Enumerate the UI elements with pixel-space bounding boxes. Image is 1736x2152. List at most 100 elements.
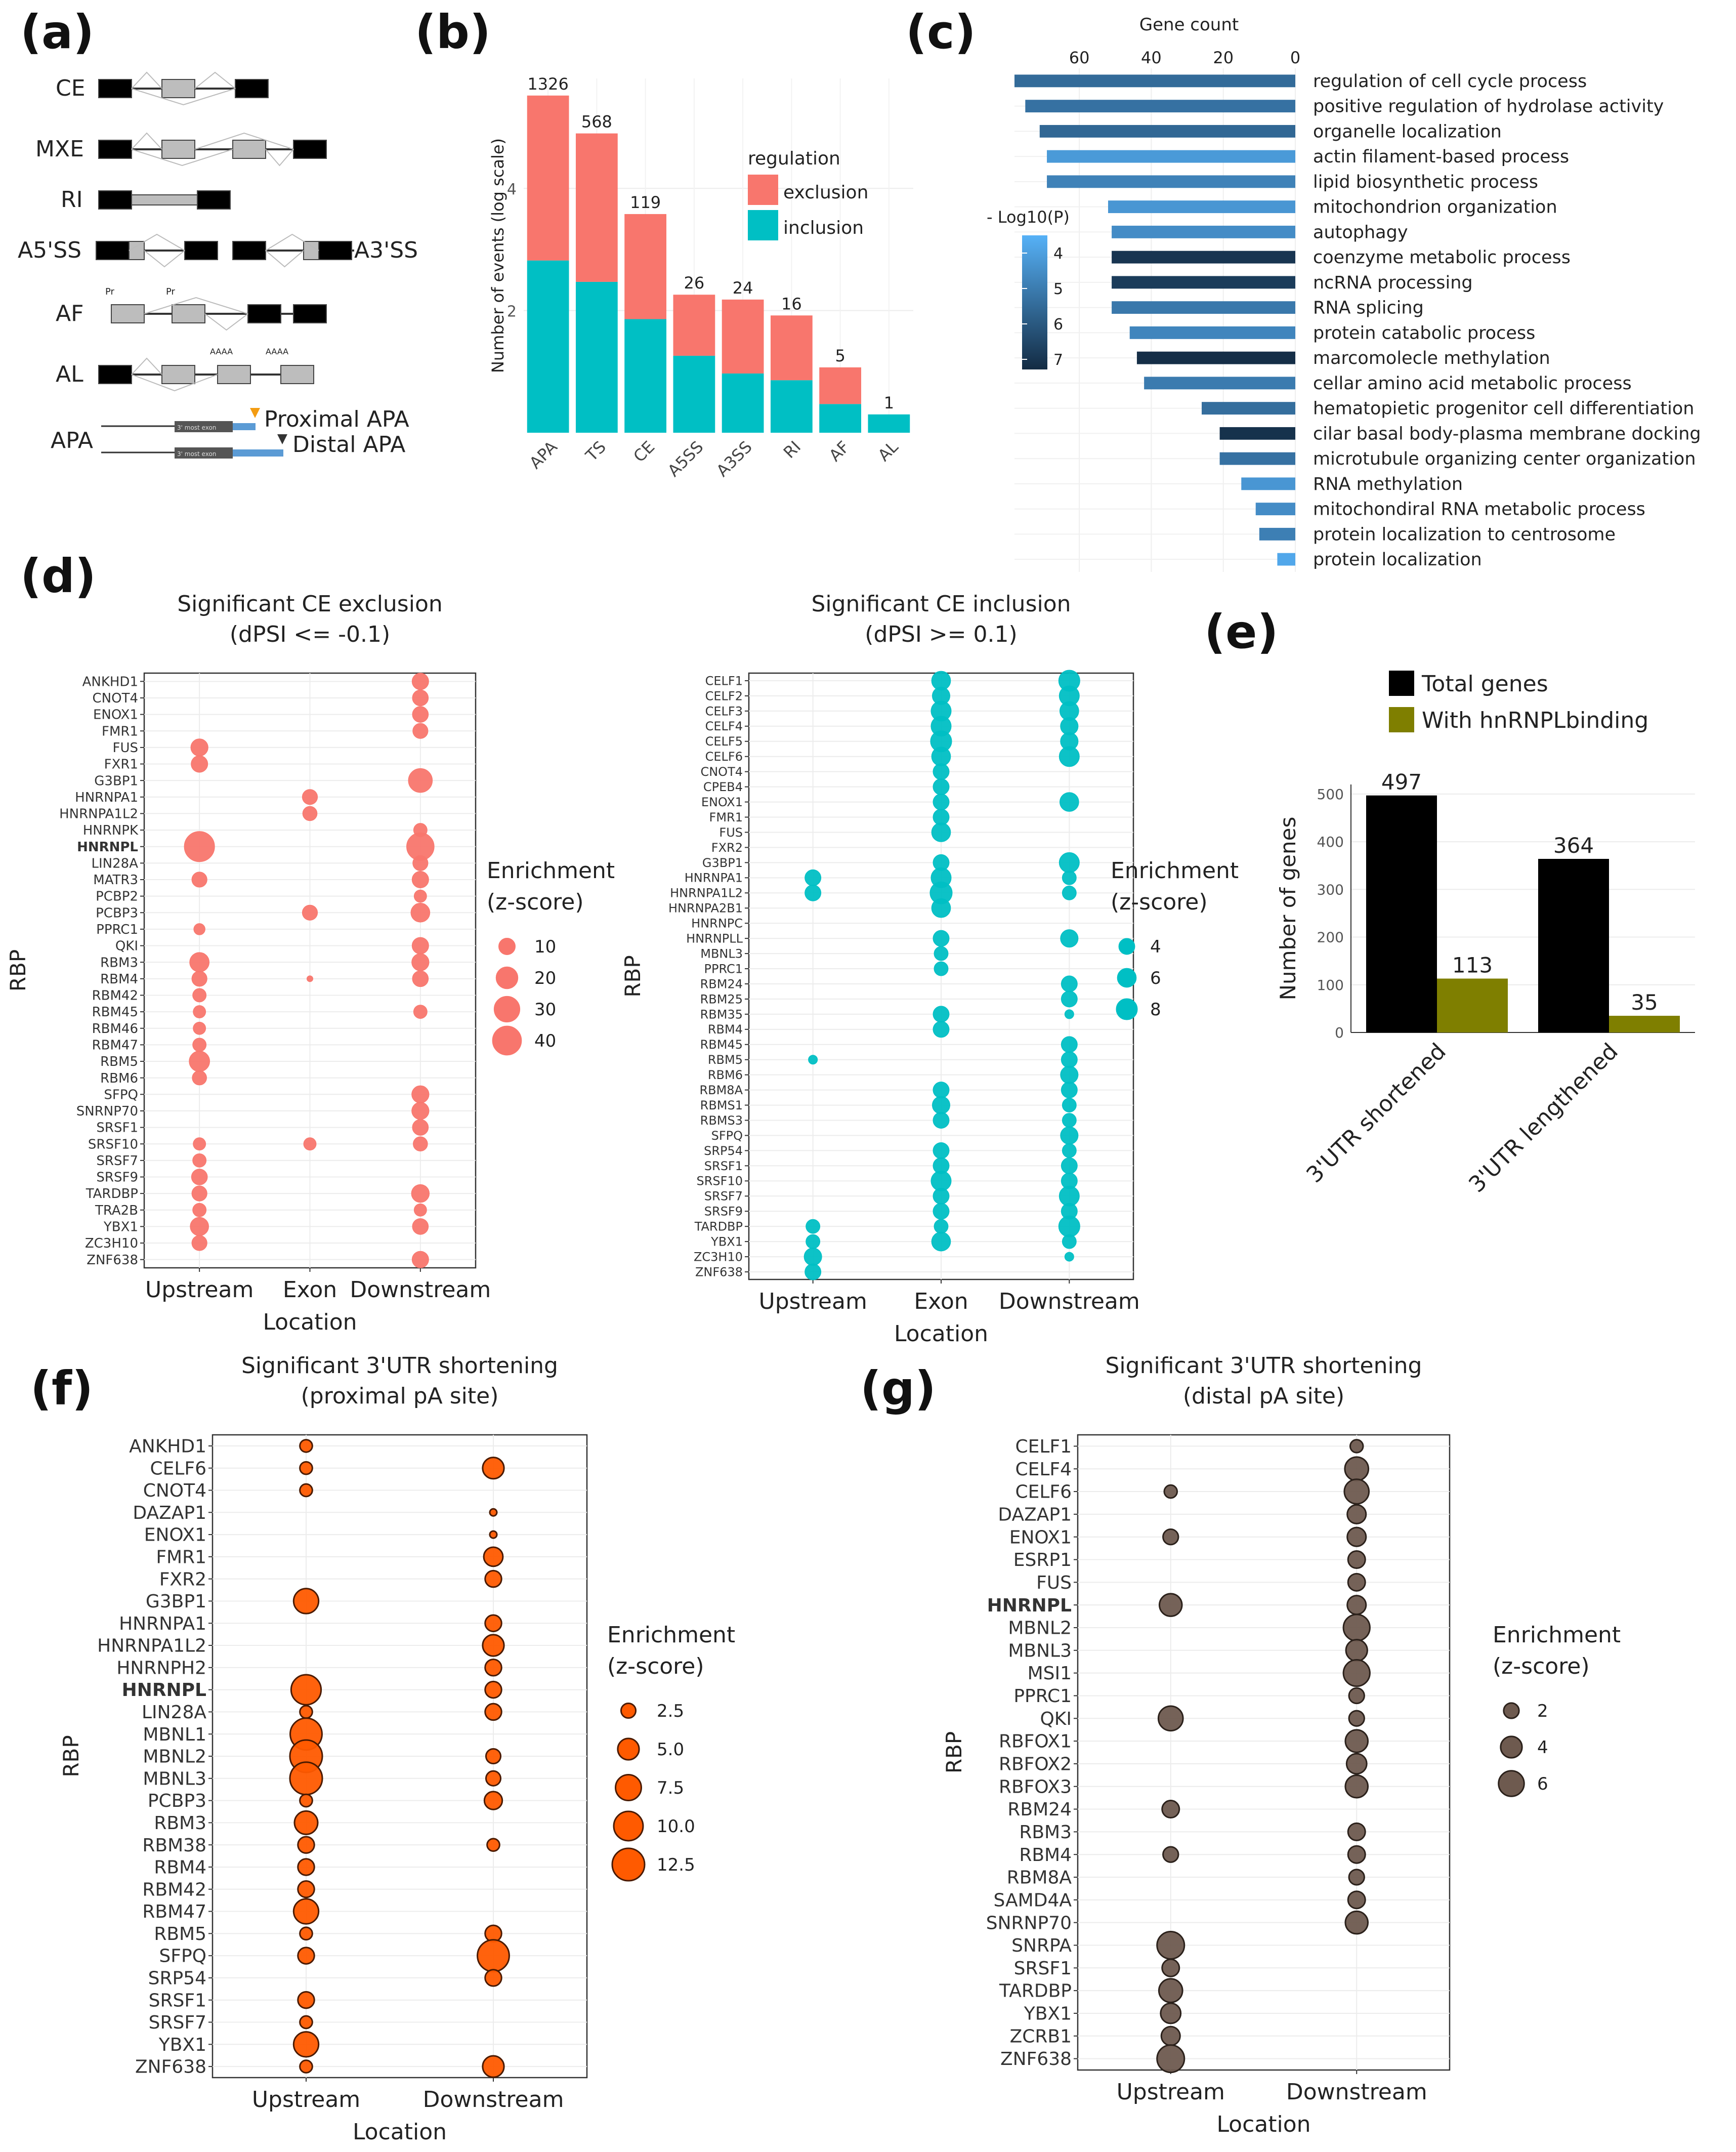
enrichment-dot <box>1158 1978 1183 2003</box>
x-tick-label: 40 <box>1141 48 1162 67</box>
rbp-label: HNRNPL <box>122 1680 206 1701</box>
rbp-label: RBM38 <box>142 1835 206 1856</box>
bar-exclusion <box>770 315 813 381</box>
enrichment-dot <box>299 1483 313 1498</box>
x-tick-label: AF <box>825 437 853 465</box>
panel-letter-e: (e) <box>1204 605 1279 659</box>
go-term-label: positive regulation of hydrolase activit… <box>1313 97 1664 117</box>
rbp-label: TRA2B <box>95 1203 138 1218</box>
enrichment-dot <box>933 1021 950 1038</box>
rbp-label: CELF6 <box>150 1458 206 1479</box>
rbp-label: SFPQ <box>711 1129 743 1143</box>
rbp-label: RBFOX1 <box>999 1731 1072 1752</box>
y-tick-label: 400 <box>1317 834 1344 850</box>
enrichment-dot <box>299 1705 313 1719</box>
enrichment-dot <box>413 1136 428 1151</box>
distal-apa-label: Distal APA <box>292 432 405 458</box>
chart-title: Significant CE exclusion <box>177 591 443 617</box>
bar-exclusion <box>673 295 715 356</box>
legend-dot <box>615 1774 642 1801</box>
enrichment-dot <box>191 971 207 987</box>
retained-intron <box>131 194 198 205</box>
enrichment-dot <box>933 1006 950 1023</box>
exon-constitutive <box>184 241 218 260</box>
rbp-label: SNRNP70 <box>986 1913 1072 1933</box>
go-term-bar <box>1112 225 1295 238</box>
rbp-label: ZNF638 <box>1000 2049 1072 2070</box>
enrichment-dot <box>302 806 318 821</box>
rbp-label: FXR2 <box>711 841 743 855</box>
enrichment-dot <box>1348 1710 1365 1727</box>
legend-label: exclusion <box>783 182 868 203</box>
enrichment-dot <box>482 2055 505 2078</box>
go-term-bar <box>1219 427 1295 440</box>
enrichment-dot <box>483 1791 503 1810</box>
enrichment-dot <box>1158 1593 1183 1617</box>
enrichment-dot <box>1157 1705 1184 1732</box>
enrichment-dot <box>411 1102 430 1120</box>
go-term-label: mitochondiral RNA metabolic process <box>1313 500 1645 520</box>
rbp-label: FUS <box>719 825 743 840</box>
enrichment-dot <box>190 738 208 757</box>
exon-constitutive <box>98 79 132 98</box>
exon-constitutive <box>318 241 352 260</box>
go-term-label: RNA methylation <box>1313 474 1463 494</box>
rbp-label: RBM8A <box>699 1083 743 1097</box>
legend-subtitle: (z-score) <box>487 889 584 915</box>
x-tick-label: 3'UTR shortened <box>1301 1039 1451 1188</box>
enrichment-dot <box>477 1939 510 1973</box>
rbp-label: ZC3H10 <box>85 1236 138 1251</box>
enrichment-dot <box>1347 1822 1366 1841</box>
splice-arc <box>144 297 248 314</box>
enrichment-dot <box>1160 2002 1182 2024</box>
chart-title: Significant 3'UTR shortening <box>1106 1353 1422 1379</box>
rbp-label: RBM3 <box>1019 1822 1072 1843</box>
enrichment-dot <box>1347 1890 1366 1910</box>
enrichment-dot <box>803 1248 822 1266</box>
legend-dot <box>620 1702 637 1719</box>
x-tick-label: AL <box>874 437 902 465</box>
enrichment-dot <box>408 768 433 793</box>
rbp-label: HNRNPA1L2 <box>670 886 743 900</box>
enrichment-dot <box>302 789 318 805</box>
go-term-label: RNA splicing <box>1313 298 1424 318</box>
enrichment-dot <box>1161 1958 1180 1977</box>
enrichment-dot <box>412 970 429 987</box>
exon-constitutive <box>98 140 132 159</box>
bar-inclusion <box>575 281 618 433</box>
event-label-ce: CE <box>56 75 86 101</box>
exon-constitutive <box>98 365 132 384</box>
rbp-label: CELF6 <box>1015 1482 1072 1503</box>
legend-dot <box>495 966 519 989</box>
rbp-label: CELF4 <box>705 719 743 733</box>
enrichment-dot <box>1348 1687 1365 1705</box>
enrichment-dot <box>1061 1036 1078 1053</box>
legend-value: 2 <box>1537 1701 1548 1721</box>
enrichment-dot <box>411 871 429 888</box>
rbp-label: SRSF1 <box>704 1159 743 1173</box>
event-label-al: AL <box>56 361 83 387</box>
enrichment-dot <box>193 923 205 935</box>
enrichment-dot <box>293 1810 319 1835</box>
rbp-label: ANKHD1 <box>82 674 138 689</box>
exon-last-alternative <box>280 365 314 384</box>
bar-total-label: 1326 <box>527 74 568 94</box>
colorbar-title: - Log10(P) <box>987 208 1070 227</box>
rbp-label: SFPQ <box>104 1087 138 1102</box>
enrichment-dot <box>299 2059 313 2074</box>
enrichment-dot <box>411 953 430 971</box>
x-tick-label: RI <box>780 437 805 462</box>
rbp-label: RBM3 <box>154 1813 206 1834</box>
bar-total-label: 119 <box>630 193 661 212</box>
legend-value: 6 <box>1150 968 1161 988</box>
enrichment-dot <box>933 778 950 796</box>
rbp-label: SRSF1 <box>96 1121 138 1136</box>
rbp-label: RBM4 <box>154 1857 206 1878</box>
rbp-label: YBX1 <box>103 1220 138 1235</box>
bar-total-label: 5 <box>835 346 845 365</box>
rbp-label: CELF3 <box>705 704 743 718</box>
bar-With hnRNPLbinding <box>1609 1016 1680 1032</box>
enrichment-dot <box>484 1969 502 1987</box>
enrichment-dot <box>191 1185 207 1202</box>
